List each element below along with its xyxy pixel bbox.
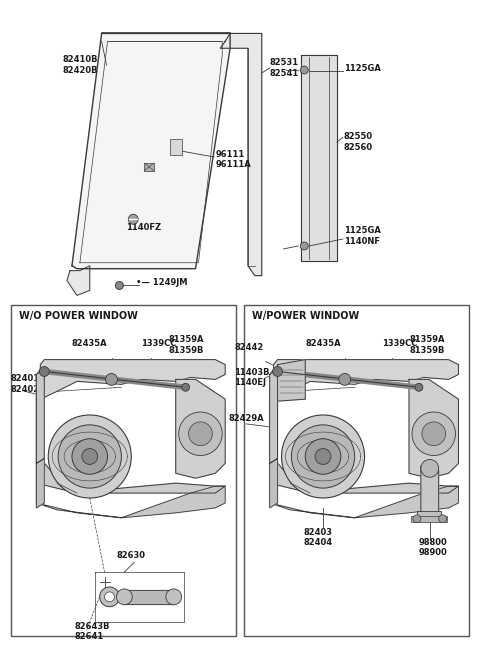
Polygon shape: [220, 33, 262, 276]
Circle shape: [182, 383, 190, 391]
Text: 1125GA
1140NF: 1125GA 1140NF: [344, 226, 381, 246]
Polygon shape: [67, 266, 90, 295]
Circle shape: [117, 589, 132, 605]
Circle shape: [412, 412, 456, 455]
Circle shape: [189, 422, 212, 445]
Bar: [417, 511, 441, 521]
Text: 82410B
82420B: 82410B 82420B: [62, 55, 97, 75]
Circle shape: [273, 367, 283, 377]
Text: 81359A
81359B: 81359A 81359B: [169, 335, 204, 354]
Circle shape: [116, 282, 123, 290]
Circle shape: [439, 515, 446, 523]
Text: 11403B
1140EJ: 11403B 1140EJ: [234, 367, 270, 387]
Circle shape: [281, 415, 364, 498]
Circle shape: [339, 373, 351, 385]
Polygon shape: [301, 55, 337, 261]
Bar: [144, 163, 154, 171]
Text: 82630: 82630: [117, 552, 145, 560]
Circle shape: [105, 592, 114, 602]
Bar: [170, 140, 182, 155]
Circle shape: [58, 425, 121, 488]
Circle shape: [128, 214, 138, 224]
Polygon shape: [270, 399, 458, 493]
Text: 1339CC: 1339CC: [141, 339, 177, 348]
Text: 82643B
82641: 82643B 82641: [75, 622, 110, 641]
Circle shape: [422, 422, 445, 445]
Polygon shape: [270, 458, 277, 508]
Polygon shape: [277, 360, 305, 401]
Circle shape: [72, 439, 108, 474]
Polygon shape: [270, 360, 458, 399]
Circle shape: [179, 412, 222, 455]
Text: 82435A: 82435A: [72, 339, 108, 348]
Bar: [411, 515, 446, 522]
Bar: [11, 305, 236, 637]
Polygon shape: [270, 369, 277, 463]
Polygon shape: [36, 360, 225, 399]
Circle shape: [291, 425, 355, 488]
Text: 82442: 82442: [234, 343, 264, 352]
Text: 82531
82541: 82531 82541: [270, 58, 299, 77]
Circle shape: [106, 373, 118, 385]
Text: 96111
96111A: 96111 96111A: [216, 150, 251, 170]
Text: 82550
82560: 82550 82560: [344, 132, 373, 152]
Circle shape: [413, 515, 421, 523]
Circle shape: [315, 449, 331, 464]
Polygon shape: [72, 33, 230, 269]
Circle shape: [48, 415, 131, 498]
Circle shape: [421, 459, 439, 477]
Text: 82429A: 82429A: [228, 415, 264, 423]
Circle shape: [300, 66, 308, 74]
Bar: [244, 305, 469, 637]
Text: 1125GA: 1125GA: [344, 64, 381, 73]
Circle shape: [305, 439, 341, 474]
Text: 98800
98900: 98800 98900: [419, 538, 448, 557]
Text: W/O POWER WINDOW: W/O POWER WINDOW: [19, 311, 137, 321]
Text: 82435A: 82435A: [305, 339, 341, 348]
Text: 81359A
81359B: 81359A 81359B: [409, 335, 444, 354]
Circle shape: [166, 589, 182, 605]
Text: 1339CC: 1339CC: [383, 339, 418, 348]
Polygon shape: [36, 369, 44, 463]
Text: 1140FZ: 1140FZ: [126, 223, 161, 233]
Polygon shape: [176, 379, 225, 478]
Text: •— 1249JM: •— 1249JM: [136, 278, 188, 287]
Polygon shape: [270, 483, 458, 517]
Text: 82403
82404: 82403 82404: [303, 528, 332, 547]
Polygon shape: [409, 379, 458, 478]
Text: 82401
82402: 82401 82402: [11, 375, 40, 394]
Circle shape: [415, 383, 423, 391]
Circle shape: [82, 449, 97, 464]
Polygon shape: [36, 458, 44, 508]
Polygon shape: [36, 483, 225, 517]
Polygon shape: [124, 590, 174, 604]
Circle shape: [39, 367, 49, 377]
Circle shape: [300, 242, 308, 250]
Text: W/POWER WINDOW: W/POWER WINDOW: [252, 311, 359, 321]
Polygon shape: [421, 466, 439, 515]
Polygon shape: [36, 399, 225, 493]
Circle shape: [100, 587, 120, 607]
